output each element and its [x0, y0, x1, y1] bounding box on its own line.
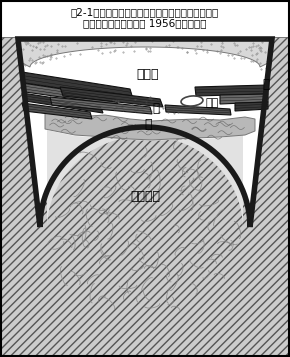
Ellipse shape: [181, 96, 203, 106]
Text: 木: 木: [152, 102, 159, 116]
Polygon shape: [60, 87, 163, 107]
Text: 木: 木: [262, 79, 269, 91]
Text: 図2-1　南方前池遙跡の縄文時代のドングリ谯蔵穴: 図2-1 南方前池遙跡の縄文時代のドングリ谯蔵穴: [71, 7, 219, 17]
Polygon shape: [195, 85, 268, 96]
Polygon shape: [22, 103, 92, 119]
Polygon shape: [165, 105, 231, 115]
Text: 葉: 葉: [144, 119, 152, 131]
Text: ドングリ: ドングリ: [130, 191, 160, 203]
Text: （『私たちの考古学』 1956年による）: （『私たちの考古学』 1956年による）: [83, 18, 207, 28]
Bar: [0, 37, 290, 357]
Polygon shape: [45, 112, 255, 140]
Text: 木皮: 木皮: [206, 98, 219, 108]
Polygon shape: [235, 102, 268, 111]
Polygon shape: [22, 72, 133, 99]
Polygon shape: [18, 39, 272, 227]
Polygon shape: [22, 93, 103, 113]
Polygon shape: [20, 39, 270, 67]
Bar: [0, 37, 290, 357]
Text: 粘　土: 粘 土: [137, 67, 159, 80]
Polygon shape: [220, 94, 268, 104]
Polygon shape: [22, 83, 118, 105]
Polygon shape: [47, 130, 243, 229]
Polygon shape: [50, 97, 152, 114]
